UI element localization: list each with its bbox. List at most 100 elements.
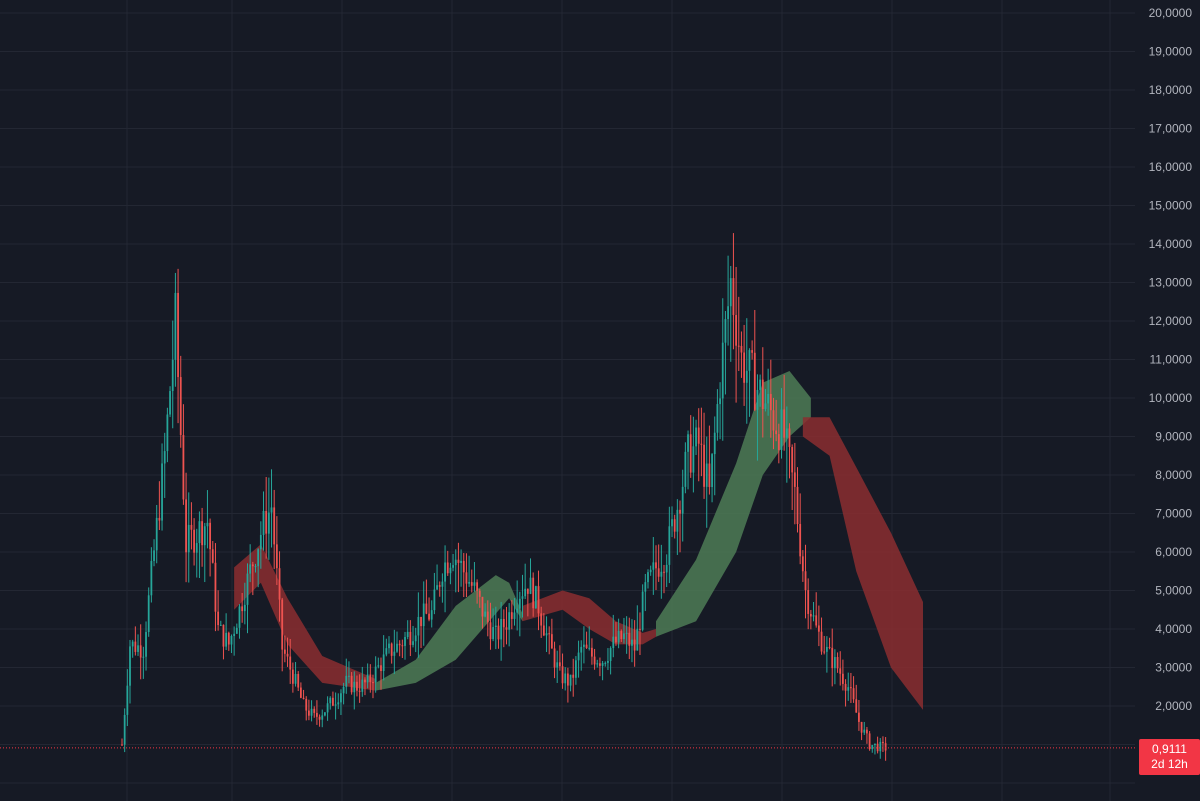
candle [628, 617, 631, 660]
candle [470, 569, 473, 593]
candle [735, 267, 737, 403]
candle [484, 603, 487, 618]
candle [785, 406, 788, 483]
candle [740, 331, 743, 378]
candle [372, 674, 374, 699]
bear-band-1 [234, 544, 376, 691]
candle [142, 646, 145, 679]
candle [206, 490, 209, 549]
candle [866, 726, 868, 744]
candle [660, 544, 663, 599]
candle [863, 721, 866, 735]
candle [254, 563, 257, 573]
candle [302, 689, 305, 700]
candle [831, 628, 834, 687]
candle [222, 624, 225, 660]
candle [166, 407, 169, 463]
candle [430, 600, 433, 628]
candle [882, 736, 884, 752]
candle [262, 491, 265, 551]
candle [799, 493, 802, 565]
candle [791, 444, 794, 511]
candle [655, 545, 657, 590]
candle [147, 587, 150, 637]
candle [652, 537, 655, 595]
candle [238, 604, 241, 639]
candle [529, 558, 532, 595]
candle [321, 709, 324, 728]
candle [676, 499, 679, 555]
candle [697, 408, 700, 482]
candle [217, 590, 220, 631]
candle [620, 629, 623, 642]
candle [227, 631, 230, 651]
candle [473, 562, 476, 592]
candle [209, 518, 212, 577]
candle [243, 582, 246, 625]
bull-band-2 [656, 371, 811, 637]
candle [860, 721, 863, 741]
candle [807, 578, 810, 630]
candle [425, 579, 428, 615]
candle [161, 443, 163, 531]
candle [756, 374, 759, 461]
candle [406, 620, 409, 640]
candle [235, 623, 238, 634]
candle [313, 706, 316, 718]
y-tick-label: 7,0000 [1155, 507, 1192, 521]
candle [534, 585, 537, 609]
candle [318, 714, 321, 727]
candle [342, 682, 345, 705]
candle [438, 581, 441, 597]
candle [177, 268, 179, 424]
candle [310, 700, 313, 722]
candle [452, 554, 454, 572]
candle [412, 625, 414, 648]
candle [308, 699, 310, 721]
candle [289, 638, 292, 684]
candle [259, 521, 262, 569]
candle [153, 539, 155, 567]
candle [324, 711, 326, 717]
candle [134, 626, 137, 656]
candle [556, 650, 559, 683]
bear-band-3 [802, 417, 923, 710]
candle [665, 554, 668, 588]
y-tick-label: 4,0000 [1155, 622, 1192, 636]
candle [129, 639, 131, 704]
candle [692, 416, 695, 493]
candle [444, 545, 446, 613]
candle [580, 640, 583, 671]
candle [398, 640, 401, 657]
candle [489, 602, 492, 650]
candle [422, 581, 425, 646]
candle [158, 481, 161, 531]
candle [809, 609, 812, 630]
candle [647, 569, 649, 589]
candle [492, 608, 495, 642]
candle [460, 549, 462, 587]
y-tick-label: 13,0000 [1149, 276, 1193, 290]
candle [876, 736, 879, 754]
candle [478, 588, 481, 608]
candle [201, 507, 203, 567]
candlesticks [121, 233, 887, 761]
candle [497, 618, 500, 649]
candle [171, 320, 174, 429]
candle [625, 616, 628, 654]
candle [510, 600, 513, 630]
candle [139, 624, 142, 680]
candle [855, 684, 858, 713]
candle [393, 629, 396, 675]
candle [270, 469, 273, 548]
candle [639, 612, 641, 656]
candle [879, 738, 882, 759]
y-tick-label: 14,0000 [1149, 237, 1193, 251]
candle [203, 522, 206, 583]
candle [833, 649, 836, 685]
candle [297, 671, 300, 692]
candle [815, 592, 818, 628]
candle [687, 430, 689, 490]
